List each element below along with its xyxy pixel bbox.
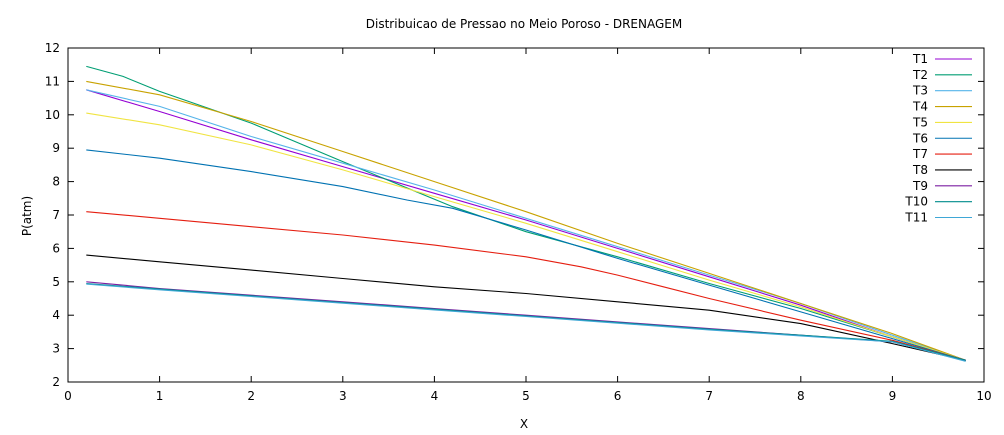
legend-label-t5: T5 [912, 115, 928, 129]
y-tick-label: 2 [52, 375, 60, 389]
series-line-t5 [86, 112, 966, 361]
legend-label-t7: T7 [912, 147, 928, 161]
series-line-t4 [86, 80, 966, 361]
legend-label-t8: T8 [912, 163, 928, 177]
plot-frame [67, 47, 985, 383]
x-tick-label: 9 [889, 389, 897, 403]
series-line-t7 [86, 211, 966, 361]
x-tick-label: 8 [797, 389, 805, 403]
x-tick-label: 7 [705, 389, 713, 403]
x-tick-label: 3 [339, 389, 347, 403]
legend-label-t10: T10 [904, 195, 928, 209]
x-tick-label: 4 [431, 389, 439, 403]
y-axis-ticks: 2 3 4 5 6 7 8 9 10 11 12 [45, 41, 984, 389]
x-tick-label: 6 [614, 389, 622, 403]
series-line-t3 [86, 89, 966, 361]
series-lines [86, 65, 966, 362]
series-line-t11 [86, 283, 966, 362]
y-tick-label: 5 [52, 275, 60, 289]
legend-label-t4: T4 [912, 100, 928, 114]
series-line-t8 [86, 254, 966, 361]
y-tick-label: 7 [52, 208, 60, 222]
x-tick-label: 5 [522, 389, 530, 403]
x-tick-label: 1 [156, 389, 164, 403]
legend-label-t2: T2 [912, 68, 928, 82]
y-tick-label: 11 [45, 74, 60, 88]
y-tick-label: 12 [45, 41, 60, 55]
series-line-t10 [86, 282, 966, 361]
legend-label-t1: T1 [912, 52, 928, 66]
y-axis-label: P(atm) [20, 196, 34, 236]
x-tick-label: 10 [976, 389, 991, 403]
series-line-t6 [86, 149, 966, 361]
legend-label-t3: T3 [912, 84, 928, 98]
chart-title: Distribuicao de Pressao no Meio Poroso -… [366, 17, 682, 31]
legend-label-t11: T11 [904, 211, 928, 225]
y-tick-label: 9 [52, 141, 60, 155]
legend-label-t9: T9 [912, 179, 928, 193]
y-tick-label: 6 [52, 241, 60, 255]
series-line-t1 [86, 89, 966, 361]
x-tick-label: 2 [247, 389, 255, 403]
x-axis-ticks: 0 1 2 3 4 5 6 7 8 9 10 [64, 48, 992, 403]
y-tick-label: 8 [52, 175, 60, 189]
y-tick-label: 3 [52, 342, 60, 356]
y-tick-label: 4 [52, 308, 60, 322]
x-tick-label: 0 [64, 389, 72, 403]
y-tick-label: 10 [45, 108, 60, 122]
x-axis-label: X [520, 417, 528, 431]
legend-label-t6: T6 [912, 131, 928, 145]
